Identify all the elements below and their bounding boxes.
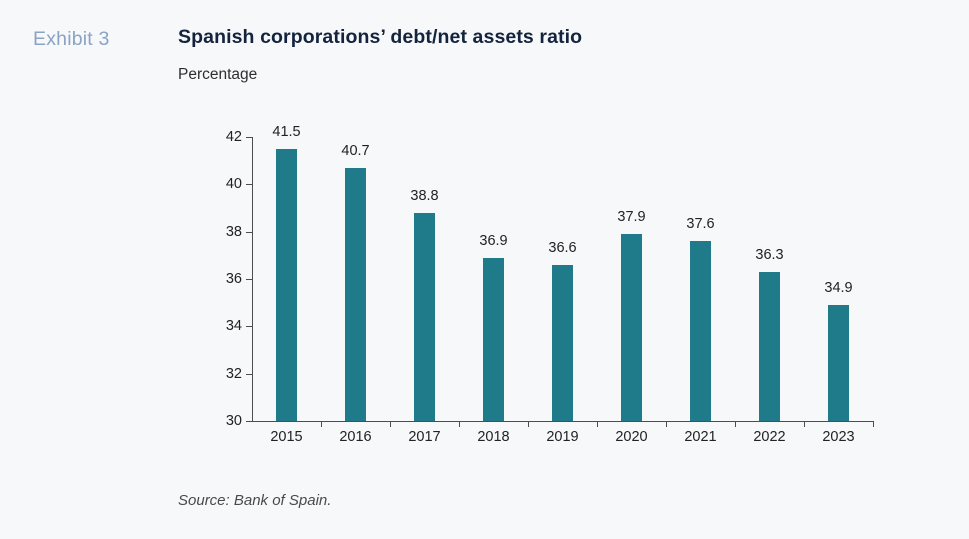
x-axis-label: 2021: [684, 429, 717, 445]
exhibit-label: Exhibit 3: [33, 28, 110, 50]
bar-2023: [828, 305, 849, 421]
y-axis-tick-label: 42: [225, 129, 242, 145]
bar-value-label: 40.7: [341, 142, 370, 159]
bar-value-label: 36.3: [755, 246, 784, 263]
bar-value-label: 36.9: [479, 232, 508, 249]
bar-2020: [621, 234, 642, 421]
x-axis-label: 2020: [615, 429, 648, 445]
chart-subtitle: Percentage: [178, 66, 258, 83]
plot-area: [252, 137, 874, 422]
x-axis-tick: [321, 422, 322, 427]
y-axis-tick-label: 40: [225, 176, 242, 193]
bar-value-label: 37.6: [686, 216, 715, 233]
y-axis-tick: [246, 326, 252, 328]
bar-2016: [345, 167, 366, 421]
x-axis-tick: [597, 422, 598, 427]
x-axis-tick: [390, 422, 391, 427]
y-axis-tick-label: 34: [225, 318, 242, 335]
x-axis-label: 2019: [546, 429, 579, 445]
bar-value-label: 36.6: [548, 239, 577, 256]
y-axis-tick: [246, 421, 252, 422]
y-axis-tick-label: 36: [225, 271, 242, 287]
bar-value-label: 41.5: [272, 123, 301, 140]
x-axis-label: 2018: [477, 429, 510, 445]
bar-2017: [414, 212, 435, 421]
y-axis-tick-label: 38: [225, 223, 242, 240]
bar-value-label: 38.8: [410, 187, 439, 204]
bar-2015: [276, 148, 297, 421]
y-axis-tick: [246, 184, 252, 186]
y-axis-tick: [246, 231, 252, 233]
x-axis-tick: [528, 422, 529, 427]
chart-title: Spanish corporations’ debt/net assets ra…: [178, 26, 583, 48]
x-axis-tick: [666, 422, 667, 427]
x-axis-label: 2017: [408, 429, 441, 445]
bar-value-label: 37.9: [617, 209, 646, 226]
bar-2021: [690, 241, 711, 421]
bar-2018: [483, 257, 504, 421]
x-axis-tick: [735, 422, 736, 427]
x-axis-tick: [459, 422, 460, 427]
y-axis-tick: [246, 373, 252, 375]
bar-2022: [759, 271, 780, 421]
x-axis-label: 2022: [753, 429, 786, 445]
x-axis-tick: [873, 422, 874, 427]
y-axis-tick-label: 32: [225, 365, 242, 382]
bar-value-label: 34.9: [824, 280, 853, 297]
y-axis-tick-label: 30: [225, 413, 242, 429]
y-axis-tick: [246, 137, 252, 138]
x-axis-label: 2023: [822, 429, 855, 445]
y-axis-tick: [246, 279, 252, 280]
source-note: Source: Bank of Spain.: [178, 492, 332, 509]
x-axis-label: 2016: [339, 429, 372, 445]
x-axis-label: 2015: [270, 429, 303, 445]
x-axis-tick: [804, 422, 805, 427]
bar-2019: [552, 264, 573, 421]
